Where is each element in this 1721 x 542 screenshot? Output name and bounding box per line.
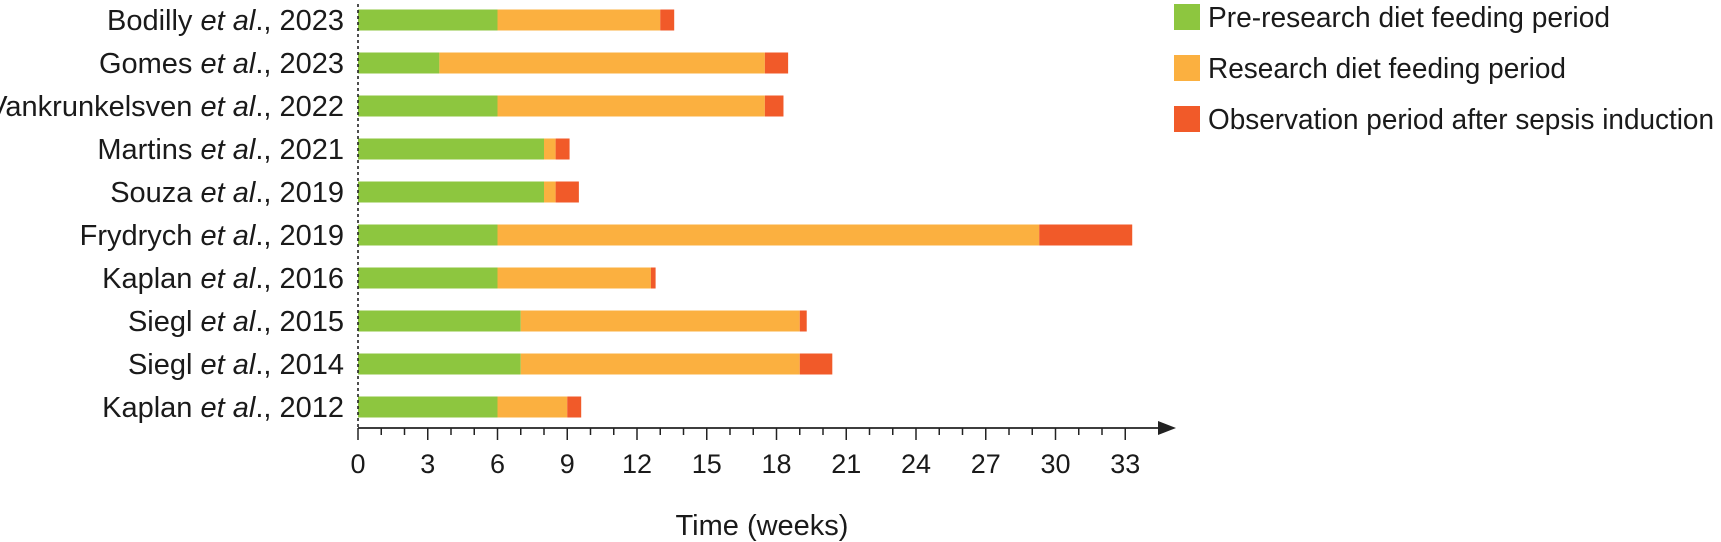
y-label-2: Gomes et al., 2023 (99, 48, 344, 80)
legend-swatch-3 (1174, 106, 1200, 132)
bar-segment-1-row-2 (358, 52, 440, 74)
y-label-author: Siegl (128, 306, 201, 338)
bar-segment-3-row-10 (567, 396, 582, 418)
y-label-etal: et al (200, 306, 256, 338)
bar-segment-2-row-8 (520, 310, 800, 332)
x-tick-label: 6 (490, 449, 505, 479)
y-label-year: ., 2023 (255, 48, 344, 80)
bar-segment-2-row-7 (497, 267, 651, 289)
bar-segment-1-row-4 (358, 138, 544, 160)
bar-segment-1-row-1 (358, 9, 498, 31)
y-label-9: Siegl et al., 2014 (128, 349, 344, 381)
bar-segment-1-row-5 (358, 181, 544, 203)
y-label-3: Vankrunkelsven et al., 2022 (0, 91, 344, 123)
y-label-7: Kaplan et al., 2016 (102, 263, 344, 295)
y-label-author: Siegl (128, 349, 201, 381)
legend-swatch-1 (1174, 4, 1200, 30)
y-label-author: Bodilly (107, 5, 201, 37)
y-label-etal: et al (200, 349, 256, 381)
y-label-author: Gomes (99, 48, 201, 80)
x-tick-label: 15 (692, 449, 722, 479)
bar-segment-1-row-9 (358, 353, 521, 375)
bar-segment-2-row-2 (439, 52, 765, 74)
x-tick-label: 3 (420, 449, 435, 479)
y-label-year: ., 2023 (255, 5, 344, 37)
x-tick-label: 33 (1110, 449, 1140, 479)
bar-segment-2-row-1 (497, 9, 661, 31)
bar-segment-1-row-8 (358, 310, 521, 332)
bar-segment-2-row-4 (544, 138, 556, 160)
bar-segment-3-row-1 (660, 9, 675, 31)
legend-swatch-2 (1174, 55, 1200, 81)
y-label-etal: et al (200, 134, 256, 166)
y-label-etal: et al (200, 263, 256, 295)
x-axis-title: Time (weeks) (676, 510, 849, 542)
bar-segment-1-row-10 (358, 396, 498, 418)
bar-segment-3-row-3 (764, 95, 784, 117)
bar-segment-1-row-7 (358, 267, 498, 289)
x-axis-arrow (1158, 421, 1176, 435)
y-label-author: Kaplan (102, 263, 200, 295)
bar-segment-3-row-2 (764, 52, 789, 74)
x-tick-label: 30 (1040, 449, 1070, 479)
y-label-author: Frydrych (80, 220, 201, 252)
y-label-year: ., 2012 (255, 392, 344, 424)
bar-segment-3-row-4 (555, 138, 570, 160)
y-label-year: ., 2019 (255, 220, 344, 252)
bar-segment-1-row-3 (358, 95, 498, 117)
y-label-etal: et al (200, 177, 256, 209)
y-label-1: Bodilly et al., 2023 (107, 5, 344, 37)
y-label-6: Frydrych et al., 2019 (80, 220, 344, 252)
y-label-etal: et al (200, 48, 256, 80)
bar-segment-2-row-9 (520, 353, 800, 375)
bar-segment-3-row-7 (650, 267, 656, 289)
y-label-4: Martins et al., 2021 (97, 134, 344, 166)
bar-segment-3-row-5 (555, 181, 579, 203)
y-label-etal: et al (200, 392, 256, 424)
y-label-year: ., 2014 (255, 349, 344, 381)
y-label-year: ., 2016 (255, 263, 344, 295)
bar-segment-3-row-6 (1039, 224, 1133, 246)
y-label-etal: et al (200, 91, 256, 123)
y-label-etal: et al (200, 220, 256, 252)
legend-label-2: Research diet feeding period (1208, 53, 1566, 85)
y-label-year: ., 2015 (255, 306, 344, 338)
bar-segment-2-row-5 (544, 181, 556, 203)
x-axis: 0 3 6 9 12 15 18 21 24 27 30 33 (350, 421, 1176, 479)
y-label-author: Martins (97, 134, 200, 166)
bar-segment-2-row-6 (497, 224, 1040, 246)
y-label-10: Kaplan et al., 2012 (102, 392, 344, 424)
y-label-author: Vankrunkelsven (0, 91, 200, 123)
bar-segment-2-row-3 (497, 95, 765, 117)
y-label-8: Siegl et al., 2015 (128, 306, 344, 338)
y-label-etal: et al (200, 5, 256, 37)
legend-label-3: Observation period after sepsis inductio… (1208, 104, 1714, 136)
y-label-year: ., 2022 (255, 91, 344, 123)
y-label-author: Kaplan (102, 392, 200, 424)
y-label-year: ., 2021 (255, 134, 344, 166)
bar-segment-3-row-9 (799, 353, 833, 375)
x-tick-label: 0 (350, 449, 365, 479)
y-label-5: Souza et al., 2019 (110, 177, 344, 209)
legend-label-1: Pre-research diet feeding period (1208, 2, 1610, 34)
x-tick-label: 24 (901, 449, 931, 479)
x-tick-label: 21 (831, 449, 861, 479)
legend: Pre-research diet feeding period Research… (1174, 2, 1714, 136)
bar-segment-2-row-10 (497, 396, 568, 418)
bars-layer (358, 9, 1133, 418)
x-tick-label: 12 (622, 449, 652, 479)
x-tick-label: 18 (761, 449, 791, 479)
y-label-year: ., 2019 (255, 177, 344, 209)
y-label-author: Souza (110, 177, 200, 209)
x-tick-label: 9 (560, 449, 575, 479)
bar-segment-1-row-6 (358, 224, 498, 246)
x-tick-label: 27 (971, 449, 1001, 479)
bar-segment-3-row-8 (799, 310, 807, 332)
